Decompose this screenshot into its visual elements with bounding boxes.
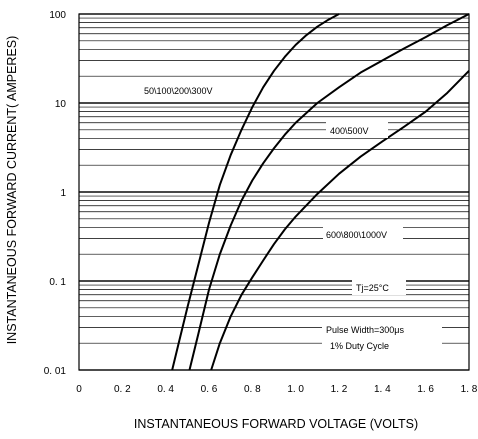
series-curve-3 [210,70,470,371]
series-label-400-500v: 400\500V [330,126,369,136]
y-tick-label: 10 [55,99,67,110]
x-tick-label: 0. 8 [244,384,261,395]
x-tick-label: 1. 2 [331,384,348,395]
x-axis-label: INSTANTANEOUS FORWARD VOLTAGE (VOLTS) [134,417,418,431]
pulse-width-annotation: Pulse Width=300μs [326,325,404,335]
series-curve-1 [171,13,340,371]
y-tick-label: 100 [49,10,66,21]
plot-frame [78,13,470,371]
x-tick-label: 0. 6 [201,384,218,395]
temperature-annotation: Tj=25°C [356,283,389,293]
y-axis-label: INSTANTANEOUS FORWARD CURRENT( AMPERES) [5,36,19,345]
y-tick-label: 0. 01 [44,366,67,377]
label-bg-temp [352,279,406,295]
label-bg-series-2 [326,122,388,138]
label-bg-series-1 [140,82,256,98]
curves [171,13,470,371]
x-tick-label: 1. 6 [417,384,434,395]
x-tick-labels: 0 0. 2 0. 4 0. 6 0. 8 1. 0 1. 2 1. 4 1. 6 1. 8 [76,384,478,395]
label-bg-series-3 [323,226,403,242]
series-label-50-300v: 50\100\200\300V [144,86,213,96]
x-tick-label: 1. 0 [287,384,304,395]
label-bg-pulse [322,320,442,352]
series-label-600-1000v: 600\800\1000V [326,230,387,240]
x-tick-label: 1. 4 [374,384,391,395]
x-tick-label: 1. 8 [461,384,478,395]
x-tick-label: 0. 2 [114,384,131,395]
duty-cycle-annotation: 1% Duty Cycle [330,341,389,351]
y-tick-label: 1 [60,188,66,199]
x-tick-label: 0. 4 [157,384,174,395]
x-tick-label: 0 [76,384,82,395]
y-tick-labels: 0. 01 0. 1 1 10 100 [44,10,67,377]
y-tick-label: 0. 1 [49,277,66,288]
series-curve-2 [188,13,470,371]
chart-grid [79,13,469,371]
